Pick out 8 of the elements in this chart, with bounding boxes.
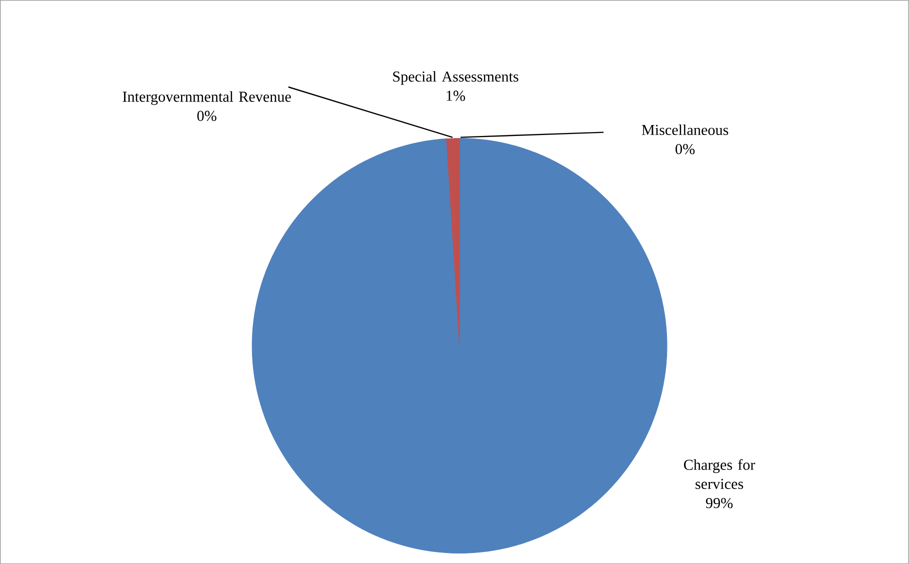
text: 0% [676,144,695,154]
slice-label: Charges for services [684,459,756,489]
data-label: 99% [706,498,733,508]
category-label: Intergovernmental Revenue [122,91,291,105]
slice-label: Special Assessments [393,71,518,85]
data-label: 1% [446,90,466,101]
text: 0% [197,110,216,121]
category-label: Miscellaneous [642,124,728,135]
